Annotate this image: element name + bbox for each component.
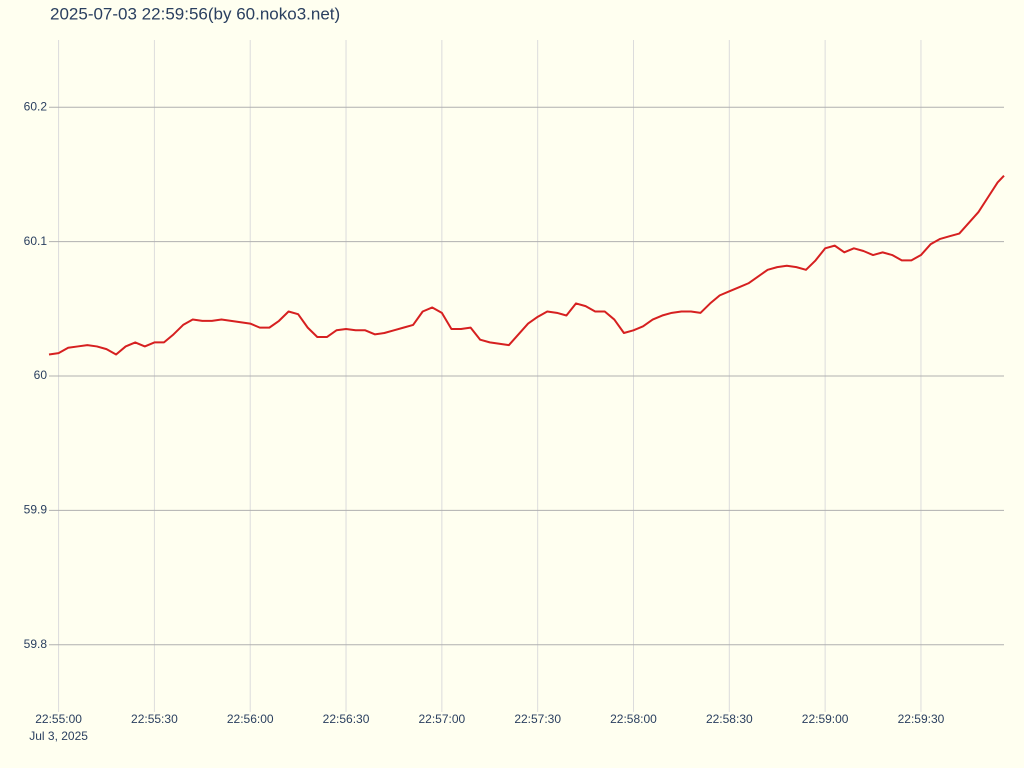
y-tick-label: 60.1 [24, 234, 48, 248]
x-tick-label: 22:59:00 [802, 712, 849, 726]
chart-title: 2025-07-03 22:59:56(by 60.noko3.net) [50, 4, 340, 23]
y-tick-label: 60 [34, 368, 48, 382]
x-tick-label: 22:57:00 [419, 712, 466, 726]
x-tick-label: 22:58:00 [610, 712, 657, 726]
y-tick-label: 59.8 [24, 637, 48, 651]
y-tick-label: 59.9 [24, 503, 48, 517]
x-date-label: Jul 3, 2025 [29, 729, 88, 743]
x-tick-label: 22:56:00 [227, 712, 274, 726]
data-line [48, 175, 1005, 356]
x-tick-label: 22:57:30 [514, 712, 561, 726]
y-tick-label: 60.2 [24, 99, 48, 113]
x-tick-label: 22:58:30 [706, 712, 753, 726]
x-tick-label: 22:56:30 [323, 712, 370, 726]
x-tick-label: 22:59:30 [898, 712, 945, 726]
x-tick-label: 22:55:30 [131, 712, 178, 726]
x-tick-label: 22:55:00 [35, 712, 82, 726]
